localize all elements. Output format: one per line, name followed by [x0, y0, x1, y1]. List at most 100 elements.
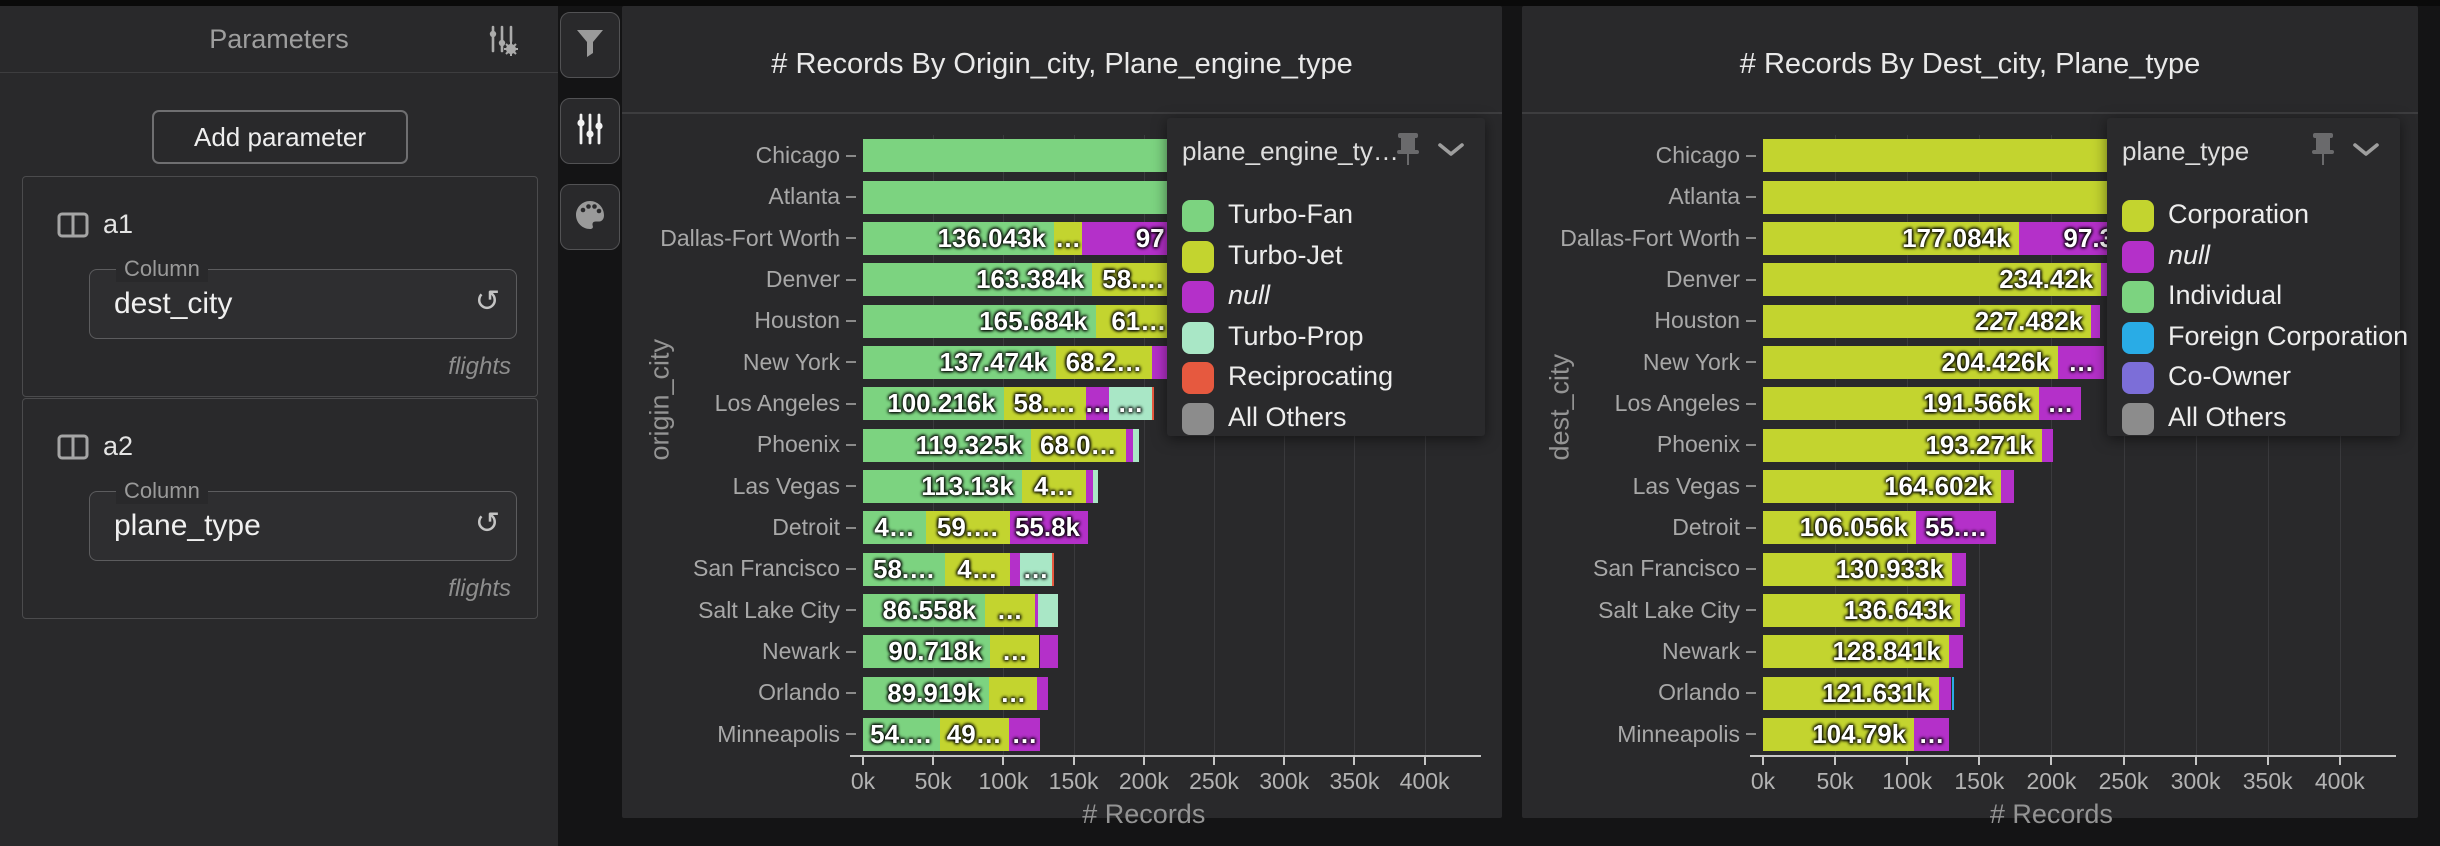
x-tick-label: 250k	[1189, 768, 1239, 794]
bar-segment[interactable]: …	[990, 635, 1040, 669]
bar-segment[interactable]: 234.42k	[1763, 263, 2102, 297]
y-category-label: Los Angeles	[714, 390, 840, 416]
bar-segment[interactable]: 136.043k	[863, 221, 1054, 255]
legend-item[interactable]: Foreign Corporation	[2107, 318, 2408, 358]
y-category-label: Chicago	[755, 142, 840, 168]
bar-segment[interactable]	[1036, 676, 1049, 710]
column-select-field[interactable]: Column plane_type ↺	[89, 478, 517, 561]
bar-segment[interactable]: 54.…	[863, 717, 940, 751]
legend-item-label: Turbo-Prop	[1228, 320, 1364, 351]
bar-segment[interactable]: 113.13k	[863, 469, 1022, 503]
bar-segment[interactable]	[1133, 428, 1139, 462]
bar-segment[interactable]: 177.084k	[1763, 221, 2019, 255]
bar-segment[interactable]: …	[1914, 717, 1949, 751]
bar-segment[interactable]	[1951, 676, 1954, 710]
bar-segment[interactable]	[1126, 428, 1134, 462]
filter-button[interactable]	[560, 12, 620, 78]
bar-segment[interactable]	[1039, 635, 1058, 669]
bar-segment[interactable]: …	[2057, 345, 2105, 379]
parameters-rail-button[interactable]	[560, 98, 620, 164]
palette-icon	[573, 198, 607, 237]
bar-value-label: 68.0…	[1039, 429, 1117, 460]
bar-segment[interactable]: …	[989, 676, 1037, 710]
reset-icon[interactable]: ↺	[474, 284, 500, 319]
bar-segment[interactable]: 89.919k	[863, 676, 990, 710]
legend-item[interactable]: All Others	[2107, 399, 2400, 439]
bar-segment[interactable]: 130.933k	[1763, 552, 1952, 586]
bar-segment[interactable]	[1009, 552, 1020, 586]
parameters-settings-icon[interactable]	[484, 22, 520, 63]
bar-segment[interactable]	[1093, 469, 1098, 503]
bar-segment[interactable]	[2000, 469, 2014, 503]
bar-segment[interactable]: 86.558k	[863, 593, 985, 627]
bar-segment[interactable]: 59.…	[926, 511, 1010, 545]
chevron-down-icon[interactable]	[1437, 142, 1465, 158]
bar-segment[interactable]: …	[1054, 221, 1083, 255]
bar-segment[interactable]: 119.325k	[863, 428, 1031, 462]
bar-segment[interactable]	[2091, 304, 2100, 338]
bar-segment[interactable]: …	[1109, 387, 1152, 421]
legend-item[interactable]: null	[1167, 277, 1485, 317]
chevron-down-icon[interactable]	[2352, 142, 2380, 158]
legend-item[interactable]: Reciprocating	[1167, 358, 1485, 398]
bar-segment[interactable]: 4…	[863, 511, 927, 545]
bar-segment[interactable]: 227.482k	[1763, 304, 2092, 338]
bar-segment[interactable]	[2041, 428, 2054, 462]
legend-item[interactable]: All Others	[1167, 399, 1485, 439]
bar-segment[interactable]: 121.631k	[1763, 676, 1939, 710]
bar-segment[interactable]	[1051, 552, 1054, 586]
bar-segment[interactable]: 191.566k	[1763, 387, 2040, 421]
bar-segment[interactable]: 58.…	[1003, 387, 1086, 421]
column-select-field[interactable]: Column dest_city ↺	[89, 256, 517, 339]
x-tick-label: 0k	[850, 768, 876, 794]
palette-button[interactable]	[560, 184, 620, 250]
bar-segment[interactable]: 165.684k	[863, 304, 1096, 338]
legend-item[interactable]: Turbo-Fan	[1167, 196, 1485, 236]
bar-segment[interactable]: …	[1084, 387, 1110, 421]
bar-segment[interactable]	[1938, 676, 1952, 710]
bar-segment[interactable]	[2101, 263, 2109, 297]
bar-segment[interactable]: 104.79k	[1763, 717, 1915, 751]
bar-segment[interactable]: 55.…	[1916, 511, 1997, 545]
bar-segment[interactable]	[1037, 593, 1058, 627]
bar-segment[interactable]: …	[2039, 387, 2082, 421]
bar-segment[interactable]: 100.216k	[863, 387, 1004, 421]
bar-segment[interactable]: 204.426k	[1763, 345, 2058, 379]
bar-segment[interactable]: …	[1019, 552, 1052, 586]
bar-segment[interactable]: …	[1009, 717, 1040, 751]
legend-item[interactable]: Individual	[2107, 277, 2400, 317]
bar-segment[interactable]	[1960, 593, 1965, 627]
bar-segment[interactable]: 49…	[939, 717, 1009, 751]
bar-segment[interactable]: 128.841k	[1763, 635, 1949, 669]
reset-icon[interactable]: ↺	[474, 506, 500, 541]
legend-item[interactable]: Corporation	[2107, 196, 2400, 236]
bar-segment[interactable]: 90.718k	[863, 635, 991, 669]
bar-segment[interactable]: 4…	[1021, 469, 1087, 503]
legend-item[interactable]: Co-Owner	[2107, 358, 2400, 398]
bar-segment[interactable]	[1035, 593, 1038, 627]
pin-icon[interactable]	[2310, 133, 2336, 165]
bar-segment[interactable]	[1151, 387, 1154, 421]
bar-segment[interactable]: 68.2…	[1056, 345, 1152, 379]
bar-segment[interactable]: 68.0…	[1030, 428, 1126, 462]
bar-segment[interactable]: 106.056k	[1763, 511, 1917, 545]
bar-segment[interactable]	[1948, 635, 1964, 669]
x-axis-tick	[2338, 755, 2341, 765]
bar-segment[interactable]: …	[984, 593, 1036, 627]
bar-segment[interactable]	[1951, 552, 1967, 586]
bar-segment[interactable]: 58.…	[863, 552, 946, 586]
bar-segment[interactable]: 136.643k	[1763, 593, 1961, 627]
bar-segment[interactable]: 164.602k	[1763, 469, 2001, 503]
bar-segment[interactable]: 137.474k	[863, 345, 1056, 379]
legend-item[interactable]: Turbo-Prop	[1167, 318, 1485, 358]
bar-segment[interactable]: 163.384k	[863, 263, 1093, 297]
bar-segment[interactable]: 193.271k	[1763, 428, 2042, 462]
legend-item[interactable]: Turbo-Jet	[1167, 237, 1485, 277]
add-parameter-button[interactable]: Add parameter	[152, 110, 408, 164]
legend-item[interactable]: null	[2107, 237, 2400, 277]
bar-segment[interactable]	[1086, 469, 1094, 503]
bar-segment[interactable]: 4…	[945, 552, 1010, 586]
bar-segment[interactable]: 58.…	[1092, 263, 1175, 297]
pin-icon[interactable]	[1395, 133, 1421, 165]
bar-segment[interactable]: 55.8k	[1009, 511, 1089, 545]
